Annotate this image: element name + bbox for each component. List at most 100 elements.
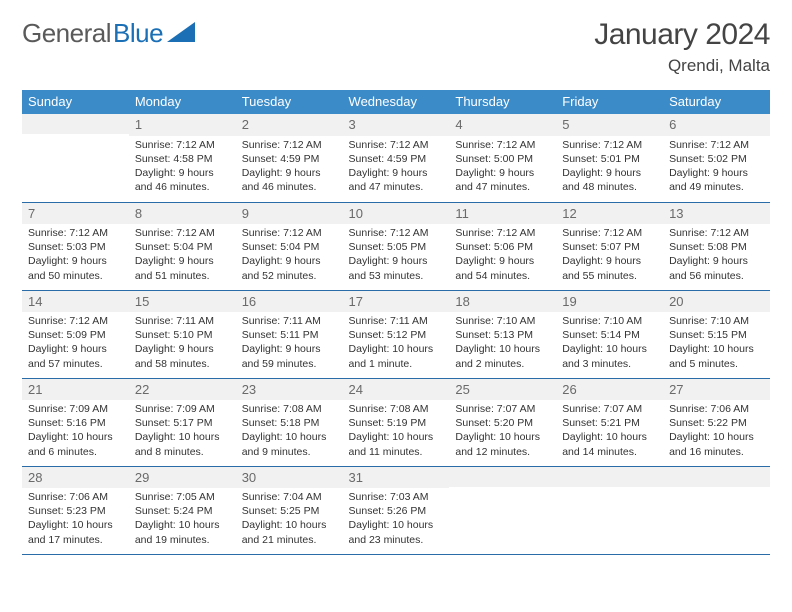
sunrise-text: Sunrise: 7:12 AM xyxy=(242,226,337,240)
calendar-day-cell: 20Sunrise: 7:10 AMSunset: 5:15 PMDayligh… xyxy=(663,290,770,378)
weekday-header: Sunday xyxy=(22,90,129,114)
calendar-day-cell: 11Sunrise: 7:12 AMSunset: 5:06 PMDayligh… xyxy=(449,202,556,290)
calendar-week-row: 7Sunrise: 7:12 AMSunset: 5:03 PMDaylight… xyxy=(22,202,770,290)
calendar-day-cell: 16Sunrise: 7:11 AMSunset: 5:11 PMDayligh… xyxy=(236,290,343,378)
sunset-text: Sunset: 5:22 PM xyxy=(669,416,764,430)
sunrise-text: Sunrise: 7:11 AM xyxy=(135,314,230,328)
daylight-text: Daylight: 10 hours and 5 minutes. xyxy=(669,342,764,370)
day-info: Sunrise: 7:09 AMSunset: 5:17 PMDaylight:… xyxy=(129,400,236,463)
calendar-day-cell: 26Sunrise: 7:07 AMSunset: 5:21 PMDayligh… xyxy=(556,378,663,466)
calendar-day-cell: 4Sunrise: 7:12 AMSunset: 5:00 PMDaylight… xyxy=(449,114,556,202)
day-info: Sunrise: 7:12 AMSunset: 5:06 PMDaylight:… xyxy=(449,224,556,287)
day-info: Sunrise: 7:11 AMSunset: 5:11 PMDaylight:… xyxy=(236,312,343,375)
daylight-text: Daylight: 9 hours and 56 minutes. xyxy=(669,254,764,282)
day-info: Sunrise: 7:10 AMSunset: 5:14 PMDaylight:… xyxy=(556,312,663,375)
sunset-text: Sunset: 5:25 PM xyxy=(242,504,337,518)
sunset-text: Sunset: 4:58 PM xyxy=(135,152,230,166)
day-number: 24 xyxy=(343,379,450,401)
day-info: Sunrise: 7:07 AMSunset: 5:21 PMDaylight:… xyxy=(556,400,663,463)
calendar-table: Sunday Monday Tuesday Wednesday Thursday… xyxy=(22,90,770,555)
daylight-text: Daylight: 9 hours and 46 minutes. xyxy=(242,166,337,194)
day-info: Sunrise: 7:12 AMSunset: 4:59 PMDaylight:… xyxy=(343,136,450,199)
day-info: Sunrise: 7:08 AMSunset: 5:19 PMDaylight:… xyxy=(343,400,450,463)
sunrise-text: Sunrise: 7:06 AM xyxy=(28,490,123,504)
sunset-text: Sunset: 5:01 PM xyxy=(562,152,657,166)
daylight-text: Daylight: 9 hours and 46 minutes. xyxy=(135,166,230,194)
daylight-text: Daylight: 9 hours and 58 minutes. xyxy=(135,342,230,370)
day-number: 8 xyxy=(129,203,236,225)
calendar-day-cell: 22Sunrise: 7:09 AMSunset: 5:17 PMDayligh… xyxy=(129,378,236,466)
logo-triangle-icon xyxy=(167,20,195,42)
calendar-day-cell: 8Sunrise: 7:12 AMSunset: 5:04 PMDaylight… xyxy=(129,202,236,290)
sunset-text: Sunset: 5:06 PM xyxy=(455,240,550,254)
calendar-day-cell: 9Sunrise: 7:12 AMSunset: 5:04 PMDaylight… xyxy=(236,202,343,290)
calendar-day-cell: 19Sunrise: 7:10 AMSunset: 5:14 PMDayligh… xyxy=(556,290,663,378)
sunrise-text: Sunrise: 7:12 AM xyxy=(455,138,550,152)
daylight-text: Daylight: 10 hours and 1 minute. xyxy=(349,342,444,370)
sunset-text: Sunset: 5:13 PM xyxy=(455,328,550,342)
calendar-day-cell: 14Sunrise: 7:12 AMSunset: 5:09 PMDayligh… xyxy=(22,290,129,378)
day-number: 20 xyxy=(663,291,770,313)
daylight-text: Daylight: 10 hours and 17 minutes. xyxy=(28,518,123,546)
calendar-day-cell: 1Sunrise: 7:12 AMSunset: 4:58 PMDaylight… xyxy=(129,114,236,202)
weekday-header: Wednesday xyxy=(343,90,450,114)
day-info: Sunrise: 7:11 AMSunset: 5:10 PMDaylight:… xyxy=(129,312,236,375)
day-info: Sunrise: 7:09 AMSunset: 5:16 PMDaylight:… xyxy=(22,400,129,463)
day-info: Sunrise: 7:12 AMSunset: 5:02 PMDaylight:… xyxy=(663,136,770,199)
calendar-day-cell: 5Sunrise: 7:12 AMSunset: 5:01 PMDaylight… xyxy=(556,114,663,202)
sunrise-text: Sunrise: 7:07 AM xyxy=(455,402,550,416)
sunset-text: Sunset: 5:21 PM xyxy=(562,416,657,430)
header: GeneralBlue January 2024 Qrendi, Malta xyxy=(22,18,770,76)
day-number: 27 xyxy=(663,379,770,401)
day-info: Sunrise: 7:12 AMSunset: 5:00 PMDaylight:… xyxy=(449,136,556,199)
day-info: Sunrise: 7:06 AMSunset: 5:22 PMDaylight:… xyxy=(663,400,770,463)
day-number: 12 xyxy=(556,203,663,225)
sunset-text: Sunset: 5:26 PM xyxy=(349,504,444,518)
day-info: Sunrise: 7:06 AMSunset: 5:23 PMDaylight:… xyxy=(22,488,129,551)
calendar-day-cell: 18Sunrise: 7:10 AMSunset: 5:13 PMDayligh… xyxy=(449,290,556,378)
calendar-day-cell xyxy=(556,466,663,554)
day-number: 30 xyxy=(236,467,343,489)
sunset-text: Sunset: 5:08 PM xyxy=(669,240,764,254)
sunrise-text: Sunrise: 7:09 AM xyxy=(28,402,123,416)
calendar-week-row: 14Sunrise: 7:12 AMSunset: 5:09 PMDayligh… xyxy=(22,290,770,378)
calendar-week-row: 21Sunrise: 7:09 AMSunset: 5:16 PMDayligh… xyxy=(22,378,770,466)
sunset-text: Sunset: 5:18 PM xyxy=(242,416,337,430)
daylight-text: Daylight: 10 hours and 16 minutes. xyxy=(669,430,764,458)
sunrise-text: Sunrise: 7:10 AM xyxy=(562,314,657,328)
daylight-text: Daylight: 10 hours and 23 minutes. xyxy=(349,518,444,546)
calendar-day-cell: 17Sunrise: 7:11 AMSunset: 5:12 PMDayligh… xyxy=(343,290,450,378)
daylight-text: Daylight: 9 hours and 51 minutes. xyxy=(135,254,230,282)
sunrise-text: Sunrise: 7:06 AM xyxy=(669,402,764,416)
sunset-text: Sunset: 5:11 PM xyxy=(242,328,337,342)
sunset-text: Sunset: 5:20 PM xyxy=(455,416,550,430)
daylight-text: Daylight: 10 hours and 9 minutes. xyxy=(242,430,337,458)
daylight-text: Daylight: 9 hours and 50 minutes. xyxy=(28,254,123,282)
sunset-text: Sunset: 5:24 PM xyxy=(135,504,230,518)
day-number xyxy=(22,114,129,134)
calendar-day-cell: 24Sunrise: 7:08 AMSunset: 5:19 PMDayligh… xyxy=(343,378,450,466)
day-number: 26 xyxy=(556,379,663,401)
calendar-day-cell: 29Sunrise: 7:05 AMSunset: 5:24 PMDayligh… xyxy=(129,466,236,554)
sunrise-text: Sunrise: 7:09 AM xyxy=(135,402,230,416)
weekday-header: Saturday xyxy=(663,90,770,114)
sunrise-text: Sunrise: 7:11 AM xyxy=(242,314,337,328)
calendar-day-cell xyxy=(663,466,770,554)
daylight-text: Daylight: 9 hours and 53 minutes. xyxy=(349,254,444,282)
day-info: Sunrise: 7:07 AMSunset: 5:20 PMDaylight:… xyxy=(449,400,556,463)
day-number xyxy=(449,467,556,487)
day-number: 18 xyxy=(449,291,556,313)
calendar-body: 1Sunrise: 7:12 AMSunset: 4:58 PMDaylight… xyxy=(22,114,770,554)
day-info: Sunrise: 7:12 AMSunset: 5:04 PMDaylight:… xyxy=(236,224,343,287)
day-number: 29 xyxy=(129,467,236,489)
daylight-text: Daylight: 10 hours and 19 minutes. xyxy=(135,518,230,546)
calendar-day-cell: 2Sunrise: 7:12 AMSunset: 4:59 PMDaylight… xyxy=(236,114,343,202)
day-number: 22 xyxy=(129,379,236,401)
daylight-text: Daylight: 9 hours and 47 minutes. xyxy=(349,166,444,194)
sunrise-text: Sunrise: 7:12 AM xyxy=(562,138,657,152)
day-number: 11 xyxy=(449,203,556,225)
calendar-day-cell xyxy=(449,466,556,554)
day-number: 17 xyxy=(343,291,450,313)
sunset-text: Sunset: 4:59 PM xyxy=(242,152,337,166)
daylight-text: Daylight: 9 hours and 49 minutes. xyxy=(669,166,764,194)
